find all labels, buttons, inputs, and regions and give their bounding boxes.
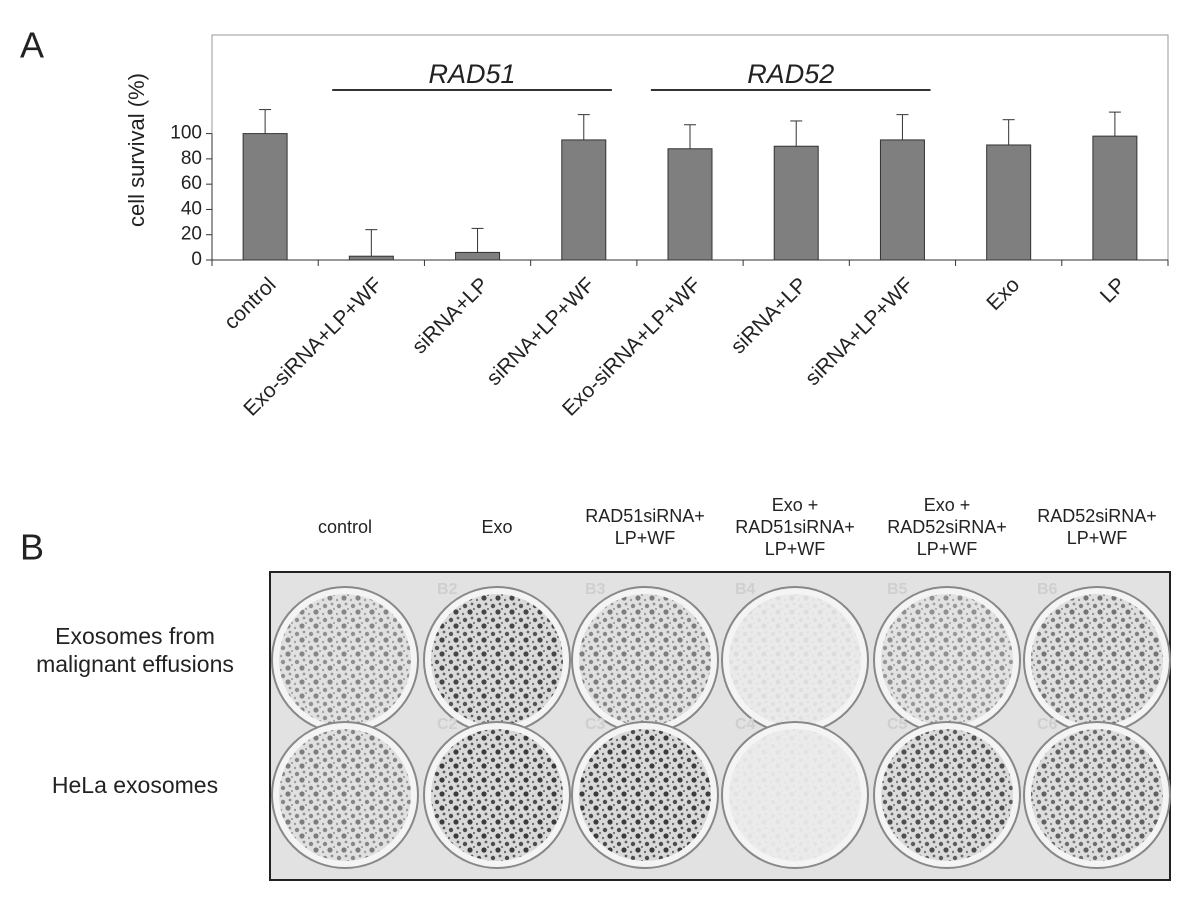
- well-cells: [1031, 729, 1163, 861]
- column-header: RAD52siRNA+: [887, 517, 1007, 537]
- column-header: control: [318, 517, 372, 537]
- well-cells: [579, 729, 711, 861]
- column-header: RAD51siRNA+: [585, 506, 705, 526]
- bar: [561, 139, 607, 261]
- x-tick-label: siRNA+LP: [727, 273, 812, 358]
- well-label: C2: [437, 716, 458, 733]
- well-label: B5: [887, 581, 908, 598]
- well-cells: [881, 729, 1013, 861]
- bar: [667, 148, 713, 261]
- column-header: Exo +: [924, 495, 971, 515]
- y-tick-label: 40: [181, 198, 202, 219]
- column-header: LP+WF: [615, 528, 676, 548]
- x-tick-label: siRNA+LP+WF: [482, 273, 599, 390]
- bar: [455, 251, 501, 261]
- y-tick-label: 100: [170, 123, 202, 144]
- panel-label: A: [20, 25, 44, 66]
- x-tick-label: siRNA+LP+WF: [801, 273, 918, 390]
- well-label: C6: [1037, 716, 1058, 733]
- x-tick-label: siRNA+LP: [408, 273, 493, 358]
- well-cells: [729, 594, 861, 726]
- well-label: C3: [585, 716, 606, 733]
- bar: [986, 144, 1032, 261]
- x-tick-label: Exo: [982, 273, 1024, 315]
- group-label: RAD51: [429, 59, 516, 89]
- well-cells: [881, 594, 1013, 726]
- column-header: LP+WF: [765, 539, 826, 559]
- y-tick-label: 80: [181, 148, 202, 169]
- well-cells: [431, 729, 563, 861]
- column-header: RAD52siRNA+: [1037, 506, 1157, 526]
- group-label: RAD52: [747, 59, 834, 89]
- well-cells: [279, 729, 411, 861]
- plate: [269, 571, 1171, 881]
- well-cells: [1031, 594, 1163, 726]
- well-cells: [279, 594, 411, 726]
- well-label: C5: [887, 716, 908, 733]
- bar: [242, 133, 288, 261]
- row-label: Exosomes from: [55, 623, 215, 649]
- y-tick-label: 60: [181, 173, 202, 194]
- well-cells: [431, 594, 563, 726]
- column-header: LP+WF: [1067, 528, 1128, 548]
- row-label: malignant effusions: [36, 651, 234, 677]
- bar: [348, 255, 394, 261]
- panel-label: B: [20, 527, 44, 568]
- bar: [1092, 135, 1138, 261]
- well-label: B4: [735, 581, 756, 598]
- x-tick-label: control: [220, 273, 281, 334]
- bar: [773, 145, 819, 261]
- well-label: B6: [1037, 581, 1058, 598]
- bar: [879, 139, 925, 261]
- x-tick-label: LP: [1096, 273, 1130, 307]
- y-axis-label: cell survival (%): [124, 73, 149, 227]
- well-label: C4: [735, 716, 756, 733]
- column-header: RAD51siRNA+: [735, 517, 855, 537]
- well-cells: [729, 729, 861, 861]
- well-label: B3: [585, 581, 606, 598]
- well-cells: [579, 594, 711, 726]
- well-label: B2: [437, 581, 458, 598]
- y-tick-label: 0: [191, 249, 202, 270]
- column-header: Exo: [481, 517, 512, 537]
- column-header: LP+WF: [917, 539, 978, 559]
- column-header: Exo +: [772, 495, 819, 515]
- row-label: HeLa exosomes: [52, 772, 218, 798]
- y-tick-label: 20: [181, 224, 202, 245]
